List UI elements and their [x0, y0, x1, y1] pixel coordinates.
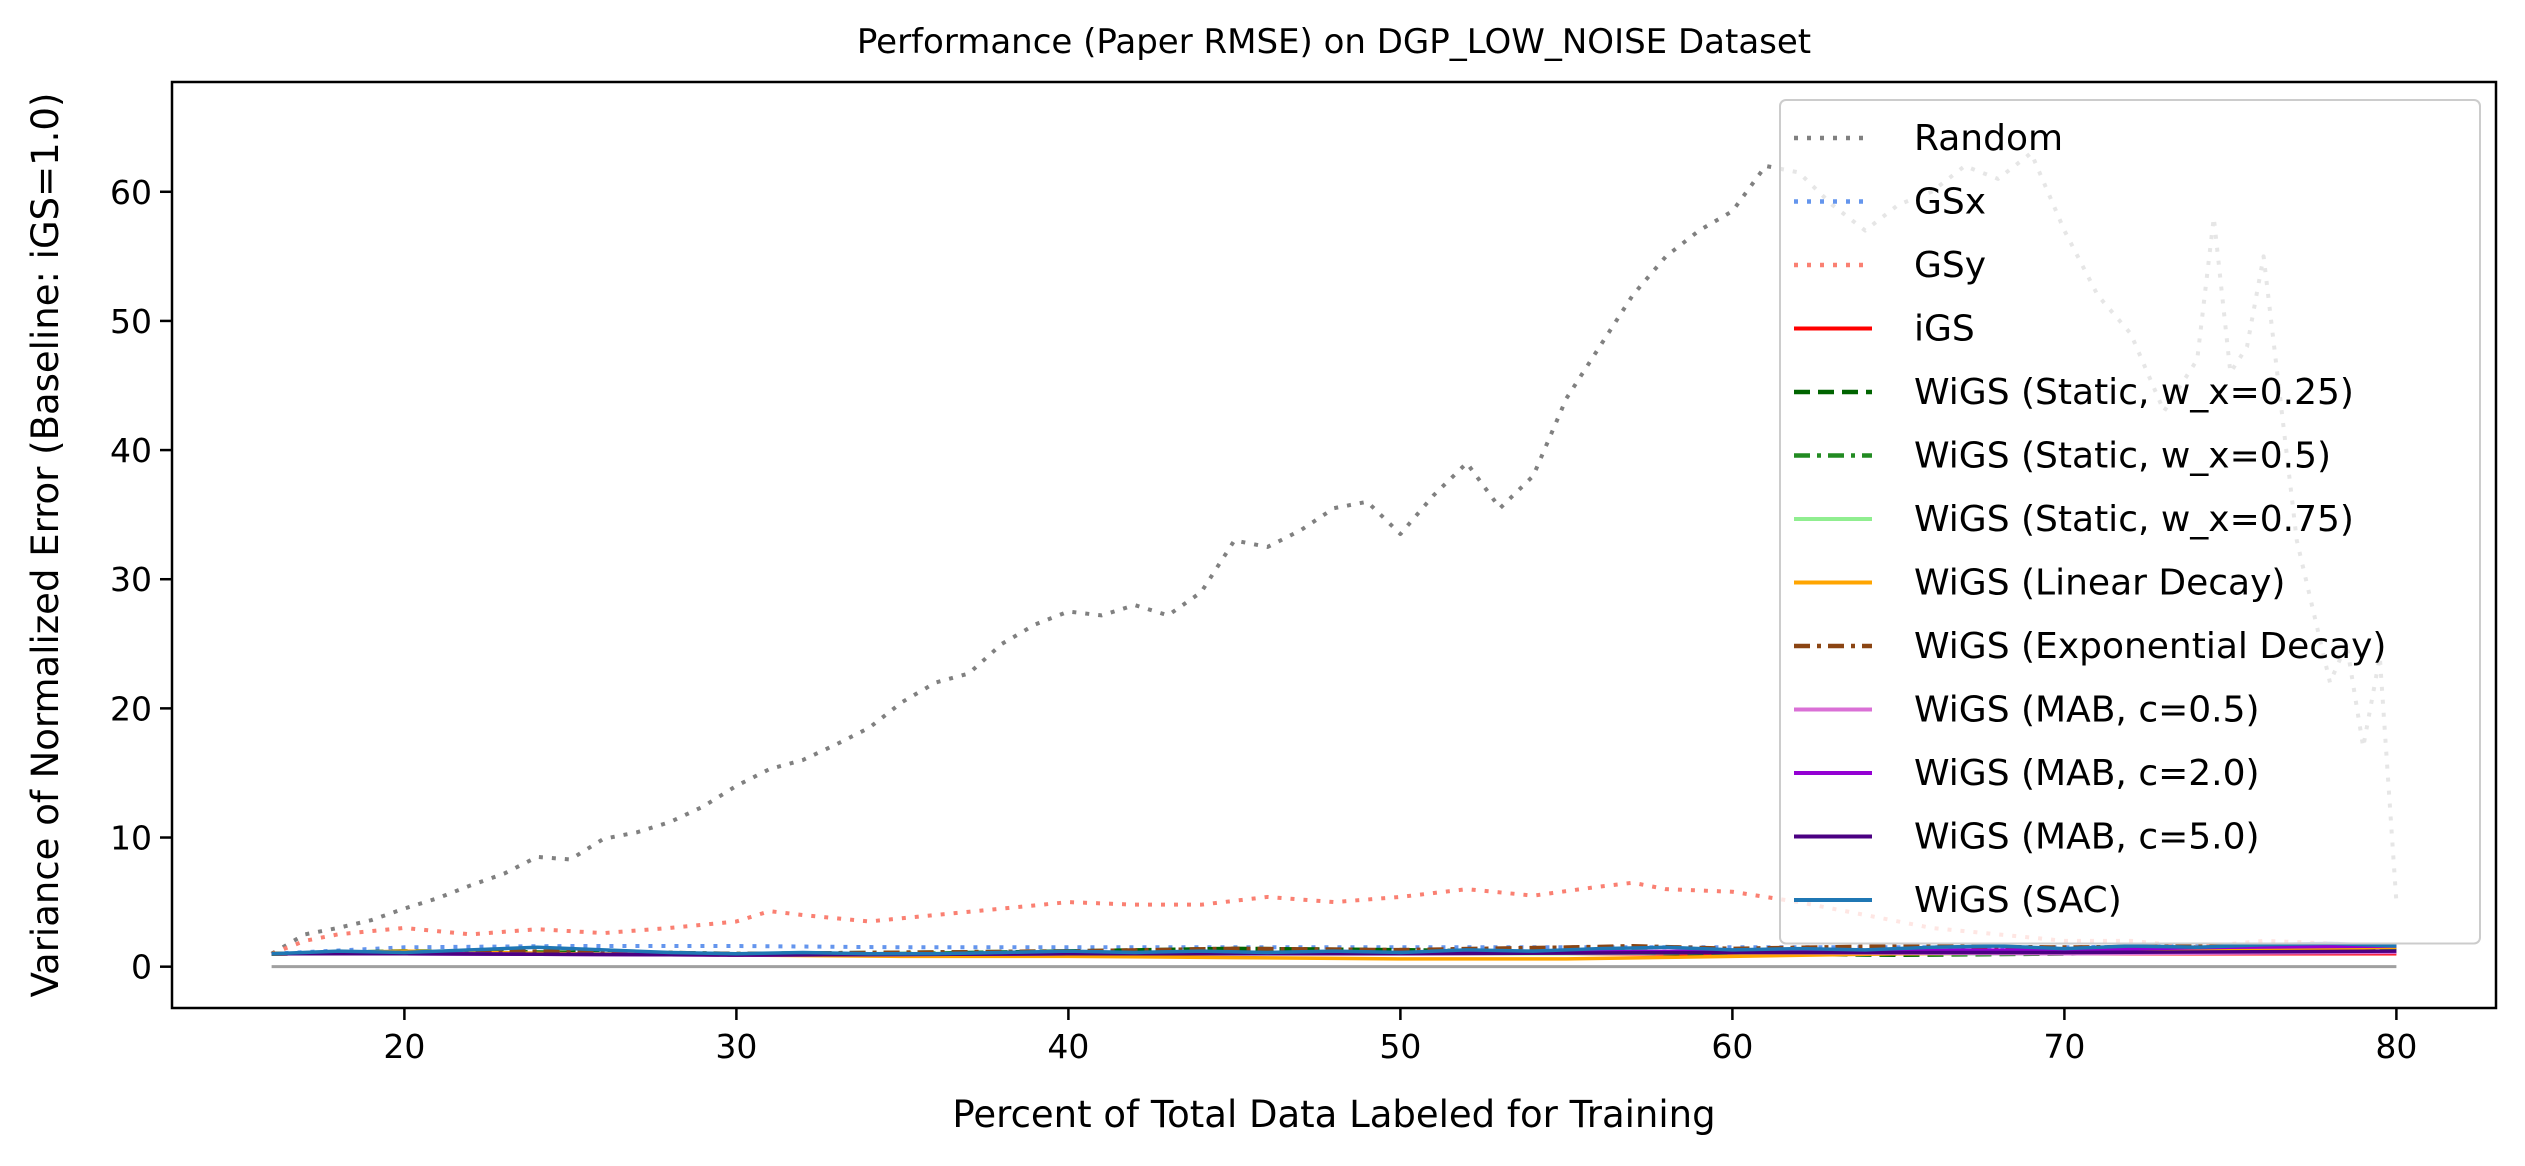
legend-label-7: WiGS (Linear Decay): [1914, 563, 2285, 604]
y-axis-label: Variance of Normalized Error (Baseline: …: [24, 93, 67, 998]
legend: Random GSx GSy iGS WiGS (Static, w_x=0.25) Wi…: [1779, 99, 2481, 945]
series-line-12: [271, 941, 2397, 956]
legend-label-9: WiGS (MAB, c=0.5): [1914, 690, 2260, 731]
legend-label-2: GSy: [1914, 245, 1986, 286]
series-line-11: [271, 949, 2397, 957]
legend-label-6: WiGS (Static, w_x=0.75): [1914, 499, 2354, 540]
x-tick-label: 70: [2043, 1027, 2085, 1066]
x-tick-label: 80: [2375, 1027, 2417, 1066]
plot-frame: [170, 80, 2498, 1010]
x-tick-label: 40: [1047, 1027, 1089, 1066]
x-tick-label: 50: [1379, 1027, 1421, 1066]
x-axis: 20 30 40 50 60 70 80: [383, 1008, 2417, 1066]
legend-label-4: WiGS (Static, w_x=0.25): [1914, 372, 2354, 413]
legend-label-0: Random: [1914, 118, 2063, 159]
x-axis-label: Percent of Total Data Labeled for Traini…: [952, 1093, 1715, 1136]
y-tick-label: 50: [110, 302, 152, 341]
legend-label-3: iGS: [1914, 309, 1975, 350]
legend-label-10: WiGS (MAB, c=2.0): [1914, 753, 2260, 794]
legend-label-5: WiGS (Static, w_x=0.5): [1914, 436, 2331, 477]
legend-label-8: WiGS (Exponential Decay): [1914, 626, 2386, 667]
y-tick-label: 10: [110, 819, 152, 858]
y-tick-label: 40: [110, 431, 152, 470]
legend-label-12: WiGS (SAC): [1914, 880, 2122, 921]
y-axis: 0 10 20 30 40 50 60: [110, 173, 172, 987]
y-tick-label: 0: [131, 948, 152, 987]
legend-label-1: GSx: [1914, 182, 1986, 223]
y-tick-label: 60: [110, 173, 152, 212]
y-tick-label: 30: [110, 560, 152, 599]
x-tick-label: 30: [715, 1027, 757, 1066]
y-tick-label: 20: [110, 689, 152, 728]
chart-title: Performance (Paper RMSE) on DGP_LOW_NOIS…: [857, 22, 1811, 62]
x-tick-label: 20: [383, 1027, 425, 1066]
x-tick-label: 60: [1711, 1027, 1753, 1066]
legend-label-11: WiGS (MAB, c=5.0): [1914, 817, 2260, 858]
series-line-1: [271, 944, 2397, 956]
legend-box: [1779, 99, 2481, 945]
